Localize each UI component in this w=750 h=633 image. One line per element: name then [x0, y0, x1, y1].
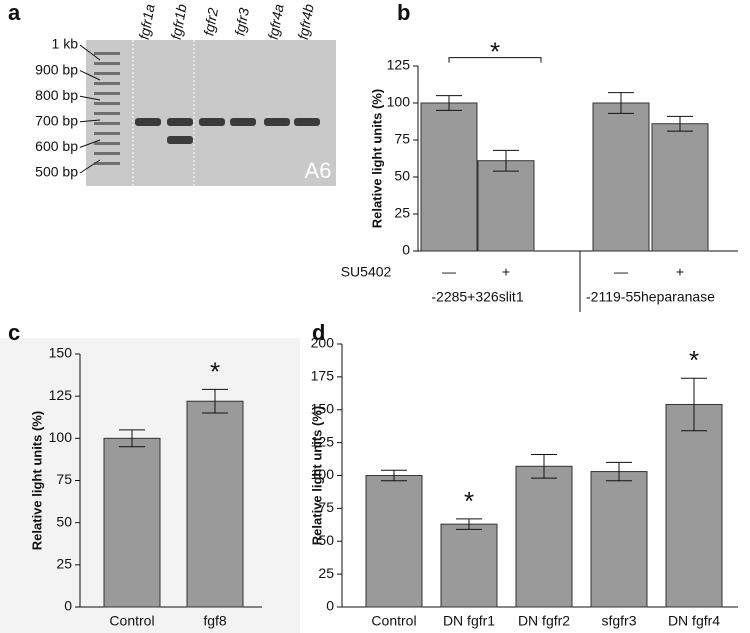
ladder-band — [94, 62, 120, 65]
bar — [477, 160, 535, 252]
significance-star: * — [210, 356, 220, 386]
ladder-band — [94, 112, 120, 115]
x-tick-label: DN fgfr2 — [518, 613, 570, 629]
bar — [420, 102, 478, 252]
bar — [665, 403, 723, 608]
gel-image — [86, 40, 336, 186]
x-tick-label: DN fgfr1 — [443, 613, 495, 629]
gel-band — [294, 118, 320, 126]
ladder-label: 700 bp — [35, 113, 78, 129]
lane-label: fgfr2 — [200, 6, 221, 37]
y-tick-label: 75 — [56, 471, 72, 487]
y-tick-label: 100 — [49, 429, 73, 445]
x-tick-label: Control — [109, 613, 154, 629]
y-tick-label: 0 — [326, 598, 334, 614]
y-axis-label: Relative light units (%) — [369, 89, 384, 228]
x-tick-label: DN fgfr4 — [668, 613, 720, 629]
group-label: -2119-55heparanase — [586, 289, 715, 305]
y-tick-label: 0 — [402, 242, 410, 258]
significance-bracket — [448, 57, 542, 63]
x-tick-label: sfgfr3 — [601, 613, 636, 629]
panel-label: b — [397, 0, 410, 25]
ladder-band — [94, 82, 120, 85]
ladder-label: 1 kb — [52, 36, 79, 52]
y-tick-label: 0 — [64, 598, 72, 614]
gel-band — [199, 118, 225, 126]
y-tick-label: 150 — [311, 400, 335, 416]
y-tick-label: 150 — [49, 345, 73, 361]
bar — [365, 475, 423, 608]
significance-star: * — [689, 345, 699, 375]
ladder-pointer — [79, 119, 101, 123]
gel-band — [230, 118, 256, 126]
y-tick-label: 50 — [56, 513, 72, 529]
ladder-label: 900 bp — [35, 61, 78, 77]
y-tick-label: 200 — [311, 335, 335, 351]
y-tick-label: 125 — [387, 57, 411, 73]
gel-band — [264, 118, 290, 126]
y-tick-label: 50 — [394, 168, 410, 184]
ladder-pointer — [79, 95, 101, 101]
bar — [440, 523, 498, 608]
ladder-label: 800 bp — [35, 87, 78, 103]
y-tick-label: 125 — [49, 387, 73, 403]
lane-label: fgfr1a — [136, 3, 158, 41]
row-label: SU5402 — [341, 264, 392, 280]
y-axis-label: Relative light units (%) — [29, 411, 44, 550]
panel-label: a — [8, 0, 21, 25]
y-tick-label: 100 — [387, 94, 411, 110]
lane-label: fgfr4b — [295, 3, 317, 41]
y-tick-label: 175 — [311, 368, 335, 384]
gel-band — [167, 136, 193, 144]
group-label: -2285+326slit1 — [431, 289, 523, 305]
y-tick-label: 50 — [318, 532, 334, 548]
bar — [103, 437, 161, 608]
ladder-pointer — [79, 44, 101, 61]
ladder-label: 500 bp — [35, 164, 78, 180]
ladder-band — [94, 92, 120, 95]
y-tick-label: 75 — [394, 131, 410, 147]
ladder-band — [94, 162, 120, 165]
ladder-band — [94, 142, 120, 145]
ladder-band — [94, 122, 120, 125]
lane-label: fgfr4a — [265, 3, 287, 41]
gel-band — [167, 118, 193, 126]
ladder-band — [94, 72, 120, 75]
x-tick-label: + — [676, 264, 684, 280]
lane-label: fgfr1b — [168, 3, 190, 41]
ladder-band — [94, 102, 120, 105]
y-axis-label: Relative light units (%) — [309, 406, 324, 545]
x-tick-label: — — [442, 264, 456, 280]
significance-star: * — [464, 486, 474, 516]
y-tick-label: 25 — [56, 556, 72, 572]
ladder-pointer — [79, 139, 101, 148]
x-tick-label: Control — [371, 613, 416, 629]
ladder-label: 600 bp — [35, 138, 78, 154]
lane-label: fgfr3 — [231, 6, 252, 37]
ladder-band — [94, 152, 120, 155]
panel-label: d — [312, 320, 325, 345]
y-tick-label: 25 — [394, 205, 410, 221]
bar — [592, 102, 650, 252]
y-tick-label: 75 — [318, 499, 334, 515]
gel-band — [135, 118, 161, 126]
x-tick-label: + — [502, 264, 510, 280]
x-tick-label: — — [614, 264, 628, 280]
bar — [651, 123, 709, 252]
ladder-pointer — [79, 70, 101, 81]
x-tick-label: fgf8 — [203, 613, 227, 629]
significance-star: * — [490, 36, 500, 66]
ladder-band — [94, 132, 120, 135]
corner-label: A6 — [305, 158, 332, 183]
y-tick-label: 25 — [318, 565, 334, 581]
bar — [186, 400, 244, 608]
ladder-band — [94, 52, 120, 55]
bar — [515, 465, 573, 608]
y-tick-label: 100 — [311, 466, 335, 482]
panel-label: c — [8, 320, 20, 345]
y-tick-label: 125 — [311, 433, 335, 449]
bar — [590, 471, 648, 608]
